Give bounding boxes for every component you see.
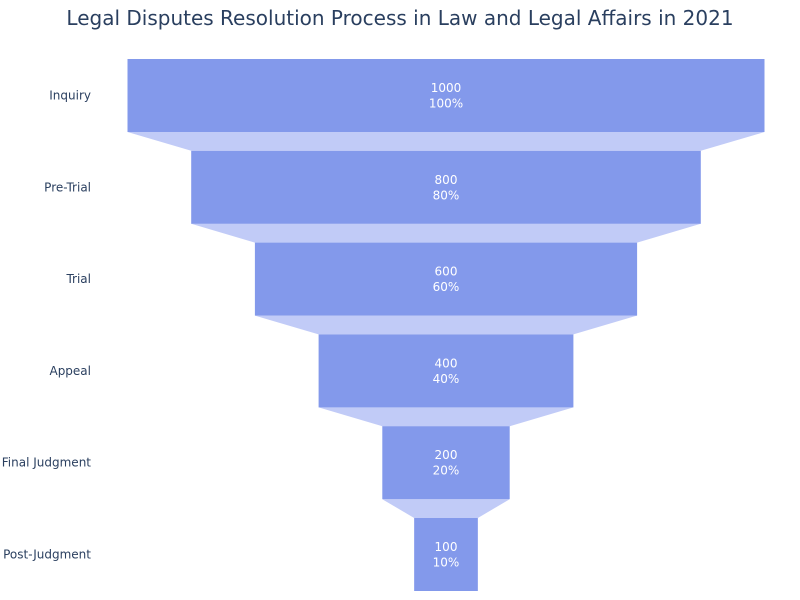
funnel-connectors <box>127 132 765 518</box>
bar-value-label-inquiry: 1000 <box>431 81 462 95</box>
funnel-connector-trial <box>254 315 638 335</box>
bar-percent-label-pre-trial: 80% <box>433 188 460 202</box>
funnel-bar-inquiry <box>127 59 765 132</box>
stage-label-post-judgment: Post-Judgment <box>3 548 91 562</box>
bar-percent-label-final-judgment: 20% <box>433 464 460 478</box>
funnel-bar-final-judgment <box>382 426 510 500</box>
funnel-connector-pre-trial <box>191 223 701 243</box>
funnel-connector-inquiry <box>127 132 765 151</box>
stage-label-final-judgment: Final Judgment <box>2 456 92 470</box>
stage-label-appeal: Appeal <box>49 364 91 378</box>
funnel-connector-final-judgment <box>382 499 510 518</box>
bar-value-label-trial: 600 <box>435 265 458 279</box>
funnel-stage-labels: Inquiry Pre-Trial Trial Appeal Final Judgmen… <box>2 89 92 562</box>
chart-title: Legal Disputes Resolution Process in Law… <box>66 6 733 30</box>
stage-label-pre-trial: Pre-Trial <box>44 180 91 194</box>
bar-value-label-appeal: 400 <box>435 356 458 370</box>
funnel-bar-post-judgment <box>414 518 478 591</box>
bar-percent-label-appeal: 40% <box>433 372 460 386</box>
stage-label-inquiry: Inquiry <box>49 89 91 103</box>
funnel-connector-appeal <box>318 407 574 427</box>
funnel-bar-appeal <box>318 334 574 408</box>
stage-label-trial: Trial <box>65 272 91 286</box>
bar-percent-label-trial: 60% <box>433 280 460 294</box>
bar-value-label-post-judgment: 100 <box>435 540 458 554</box>
funnel-bar-trial <box>254 242 638 316</box>
bar-percent-label-inquiry: 100% <box>429 97 463 111</box>
bar-percent-label-post-judgment: 10% <box>433 556 460 570</box>
bar-value-label-final-judgment: 200 <box>435 448 458 462</box>
funnel-bar-pre-trial <box>191 150 701 224</box>
bar-value-label-pre-trial: 800 <box>435 173 458 187</box>
